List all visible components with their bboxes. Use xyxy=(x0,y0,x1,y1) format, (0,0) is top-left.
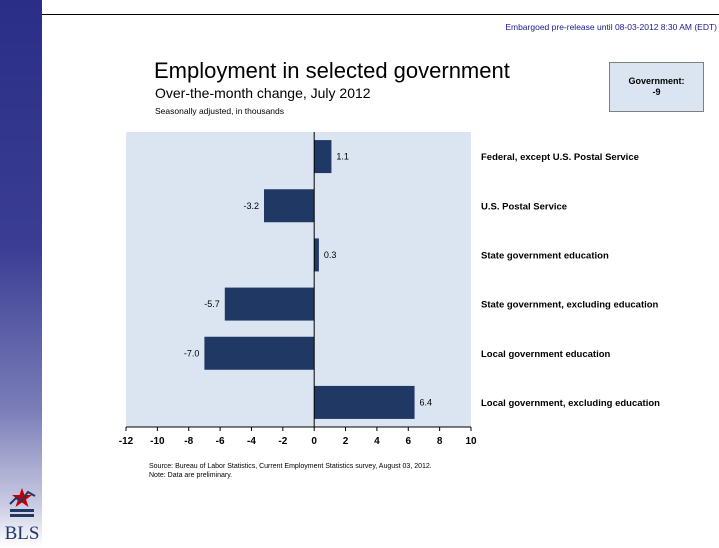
bar-5 xyxy=(314,385,415,419)
x-tick-label-9: 6 xyxy=(405,436,411,447)
x-tick-label-0: -12 xyxy=(119,436,134,447)
category-label-4: Local government education xyxy=(481,349,611,360)
header-rule xyxy=(42,14,719,15)
x-tick-label-4: -4 xyxy=(247,436,256,447)
embargo-notice: Embargoed pre-release until 08-03-2012 8… xyxy=(505,22,717,32)
bar-2 xyxy=(314,238,319,272)
x-tick-label-2: -8 xyxy=(184,436,193,447)
sidebar-band xyxy=(0,0,42,548)
x-tick-label-8: 4 xyxy=(374,436,380,447)
plot-area xyxy=(126,132,471,427)
category-label-0: Federal, except U.S. Postal Service xyxy=(481,152,639,163)
chart-unit-note: Seasonally adjusted, in thousands xyxy=(155,106,285,116)
bar-4 xyxy=(204,336,315,370)
x-tick-label-5: -2 xyxy=(278,436,287,447)
x-tick-label-11: 10 xyxy=(465,436,477,447)
logo-text: BLS xyxy=(5,523,40,544)
category-label-5: Local government, excluding education xyxy=(481,398,660,409)
chart-title: Employment in selected government xyxy=(154,58,510,83)
bar-value-label-0: 1.1 xyxy=(336,152,349,162)
x-tick-label-10: 8 xyxy=(437,436,443,447)
x-tick-label-7: 2 xyxy=(343,436,349,447)
bar-value-label-5: 6.4 xyxy=(420,397,433,407)
bar-value-label-1: -3.2 xyxy=(243,201,259,211)
government-total-box: Government: -9 xyxy=(609,62,704,112)
bls-logo: BLS xyxy=(5,488,40,544)
category-label-3: State government, excluding education xyxy=(481,300,659,311)
chart-subtitle: Over-the-month change, July 2012 xyxy=(155,85,371,101)
bar-1 xyxy=(264,189,315,223)
source-note: Source: Bureau of Labor Statistics, Curr… xyxy=(149,462,432,480)
bar-value-label-2: 0.3 xyxy=(324,250,337,260)
source-line: Source: Bureau of Labor Statistics, Curr… xyxy=(149,463,432,470)
x-tick-label-6: 0 xyxy=(311,436,317,447)
bar-value-label-3: -5.7 xyxy=(204,299,220,309)
x-tick-label-3: -6 xyxy=(216,436,225,447)
bar-3 xyxy=(224,287,315,321)
government-total-value: -9 xyxy=(652,87,661,97)
category-label-2: State government education xyxy=(481,250,609,261)
government-total-label: Government: xyxy=(628,76,685,86)
x-tick-label-1: -10 xyxy=(150,436,165,447)
bar-0 xyxy=(314,140,332,174)
category-label-1: U.S. Postal Service xyxy=(481,201,567,212)
preliminary-note: Note: Data are preliminary. xyxy=(149,472,233,479)
bar-value-label-4: -7.0 xyxy=(184,348,200,358)
